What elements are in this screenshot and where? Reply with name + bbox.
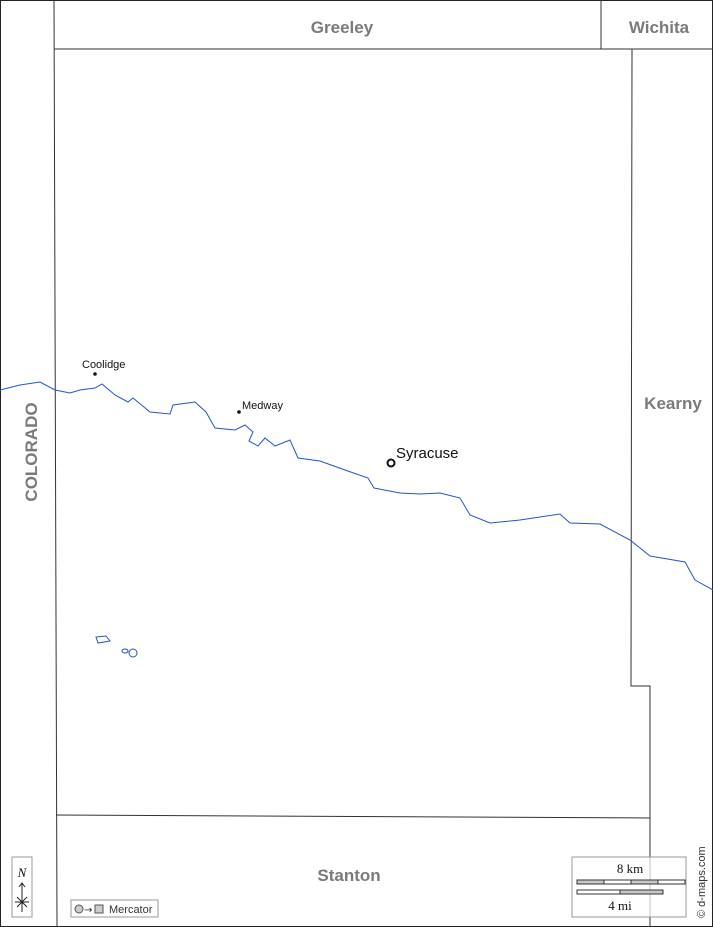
town-label-coolidge: Coolidge [82,359,125,371]
county-label-stanton: Stanton [317,866,380,885]
projection-label: Mercator [109,904,153,916]
scale-km-label: 8 km [617,861,643,876]
scale-bar: 8 km 4 mi [571,856,687,918]
arrow-icon: → [84,905,92,916]
county-label-wichita: Wichita [629,18,690,37]
lake [128,648,138,658]
town-label-syracuse: Syracuse [396,445,459,462]
state-label-colorado: COLORADO [22,402,41,501]
credit-label: © d-maps.com [696,846,708,918]
projection-box: → Mercator [70,899,159,918]
lake [95,635,111,644]
town-dot [237,410,241,414]
county-label-kearny: Kearny [644,394,702,413]
north-label: N [17,865,28,880]
scale-mi-label: 4 mi [608,898,632,913]
town-label-medway: Medway [242,400,283,412]
lake [121,648,129,654]
county-boundaries [53,0,713,927]
county-seat-marker [386,458,396,468]
county-label-greeley: Greeley [311,18,374,37]
arkansas-river [0,381,713,591]
town-dot [93,372,97,376]
north-arrow: N [11,856,33,918]
